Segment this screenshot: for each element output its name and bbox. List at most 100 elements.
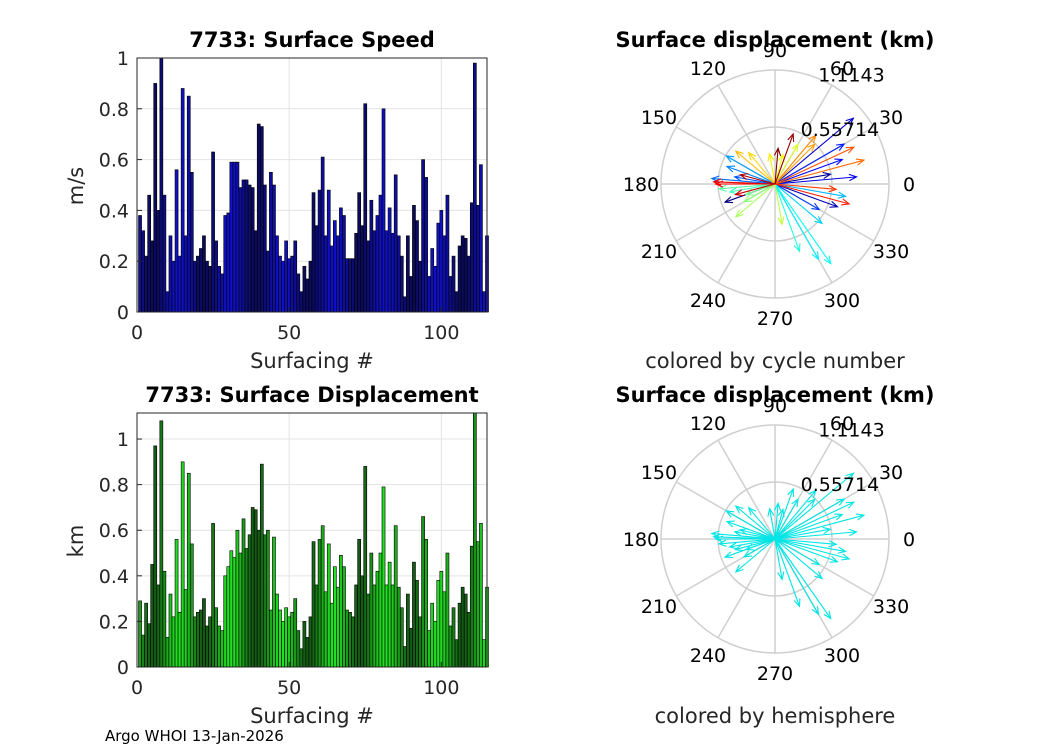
polar-hemisphere-arrow <box>735 538 776 551</box>
speed-bar <box>138 215 142 313</box>
polar-cycle-arrowhead <box>814 216 824 225</box>
polar-cycle-arrowhead <box>855 158 866 166</box>
polar-hemisphere-arrowhead <box>808 489 817 499</box>
polar-hemisphere-spoke <box>717 439 776 540</box>
speed-bar <box>311 192 316 313</box>
polar-cycle-arrowhead <box>739 173 749 181</box>
speed-bar <box>168 235 173 313</box>
speed-bar <box>144 255 148 313</box>
polar-cycle-arrow <box>774 143 799 185</box>
speed-bar <box>177 255 182 313</box>
speed-bar <box>281 260 285 313</box>
speed-bar <box>165 291 170 313</box>
speed-ytick-label: 0.8 <box>99 99 129 121</box>
polar-hemisphere-arrowhead <box>829 555 839 563</box>
speed-bar <box>354 232 358 313</box>
polar-cycle-angle-label: 330 <box>873 241 909 263</box>
displacement-bar <box>244 548 249 668</box>
polar-hemisphere-arrowhead <box>807 498 816 507</box>
speed-bar <box>217 265 221 313</box>
displacement-bar <box>186 472 191 668</box>
displacement-axes-box <box>136 412 488 668</box>
speed-bar <box>363 103 368 313</box>
polar-hemisphere-angle-label: 180 <box>623 529 659 551</box>
polar-cycle-angle-label: 0 <box>903 174 915 196</box>
displacement-bar <box>378 552 383 668</box>
polar-hemisphere-angle-label: 60 <box>830 413 854 435</box>
displacement-bar <box>424 539 428 668</box>
polar-cycle-arrowhead <box>829 200 839 208</box>
displacement-bar <box>156 584 161 668</box>
speed-ytick-label: 0 <box>117 302 129 324</box>
polar-cycle-arrowhead <box>733 174 743 182</box>
speed-bar <box>293 240 298 313</box>
displacement-bar <box>259 463 264 668</box>
displacement-bar <box>150 564 155 668</box>
polar-hemisphere-arrow <box>774 501 855 540</box>
speed-bar <box>211 151 215 313</box>
polar-hemisphere-arrowhead <box>725 510 735 518</box>
displacement-bar <box>272 536 276 668</box>
polar-hemisphere-arrow <box>774 498 845 540</box>
displacement-bar <box>229 550 234 668</box>
polar-cycle-arrow <box>774 183 820 211</box>
polar-cycle-arrowhead <box>734 150 744 159</box>
polar-cycle-arrow <box>774 176 857 185</box>
speed-bar <box>193 260 197 313</box>
displacement-bar <box>469 545 474 668</box>
polar-cycle-arrow <box>774 146 855 185</box>
polar-hemisphere-arrow <box>774 538 837 545</box>
displacement-bar <box>308 616 313 668</box>
polar-hemisphere-arrow <box>735 505 776 540</box>
speed-bar <box>412 205 416 313</box>
polar-hemisphere-arrowhead <box>845 501 856 509</box>
displacement-bar <box>366 593 371 668</box>
speed-bar <box>250 187 255 313</box>
polar-cycle-radius-label: 0.55714 <box>801 119 880 141</box>
displacement-bar <box>436 580 441 668</box>
displacement-bar <box>278 609 282 668</box>
speed-bar <box>266 250 270 313</box>
polar-hemisphere-arrowhead <box>845 472 855 481</box>
displacement-bar <box>354 584 358 668</box>
displacement-bar <box>183 589 188 668</box>
displacement-bar <box>287 616 291 668</box>
displacement-bar <box>223 575 228 668</box>
speed-bar <box>229 161 234 313</box>
displacement-bar <box>482 639 486 668</box>
polar-hemisphere-chart: Surface displacement (km) 0 30 60 90 120 150 1… <box>615 383 934 728</box>
polar-hemisphere-arrowhead <box>747 506 757 516</box>
polar-hemisphere-arrow <box>774 538 823 579</box>
speed-plot-area: 0 0.2 0.4 0.6 0.8 1 0 50 100 <box>99 48 489 344</box>
speed-bar <box>436 222 441 313</box>
speed-xtick-label: 50 <box>277 322 301 344</box>
polar-hemisphere-angle-label: 120 <box>690 413 726 435</box>
polar-hemisphere-arrowhead <box>811 557 821 566</box>
speed-bar <box>323 235 328 313</box>
speed-x-label: Surfacing # <box>250 349 374 373</box>
speed-bar <box>317 189 322 313</box>
polar-hemisphere-arrowhead <box>734 564 744 573</box>
displacement-bar <box>348 611 352 668</box>
speed-bar <box>378 194 383 313</box>
polar-hemisphere-arrow <box>774 531 857 540</box>
speed-bar <box>433 265 438 313</box>
polar-hemisphere-arrow <box>740 529 776 540</box>
polar-hemisphere-arrowhead <box>728 542 738 550</box>
polar-cycle-arrowhead <box>787 132 795 143</box>
speed-bar <box>180 88 185 313</box>
polar-cycle-arrow <box>774 133 794 185</box>
polar-cycle-arrowhead <box>845 117 855 126</box>
speed-ytick-label: 0.6 <box>99 150 129 172</box>
polar-cycle-arrowhead <box>837 191 847 199</box>
speed-bar <box>418 260 422 313</box>
speed-bar <box>336 235 340 313</box>
speed-bar <box>259 126 264 313</box>
speed-xtick-label: 100 <box>423 322 459 344</box>
displacement-bar <box>421 516 425 668</box>
displacement-bar <box>466 611 471 668</box>
polar-hemisphere-arrowhead <box>828 540 838 548</box>
polar-hemisphere-spoke <box>717 538 776 639</box>
speed-bar <box>415 220 419 313</box>
polar-hemisphere-arrow <box>713 536 776 540</box>
